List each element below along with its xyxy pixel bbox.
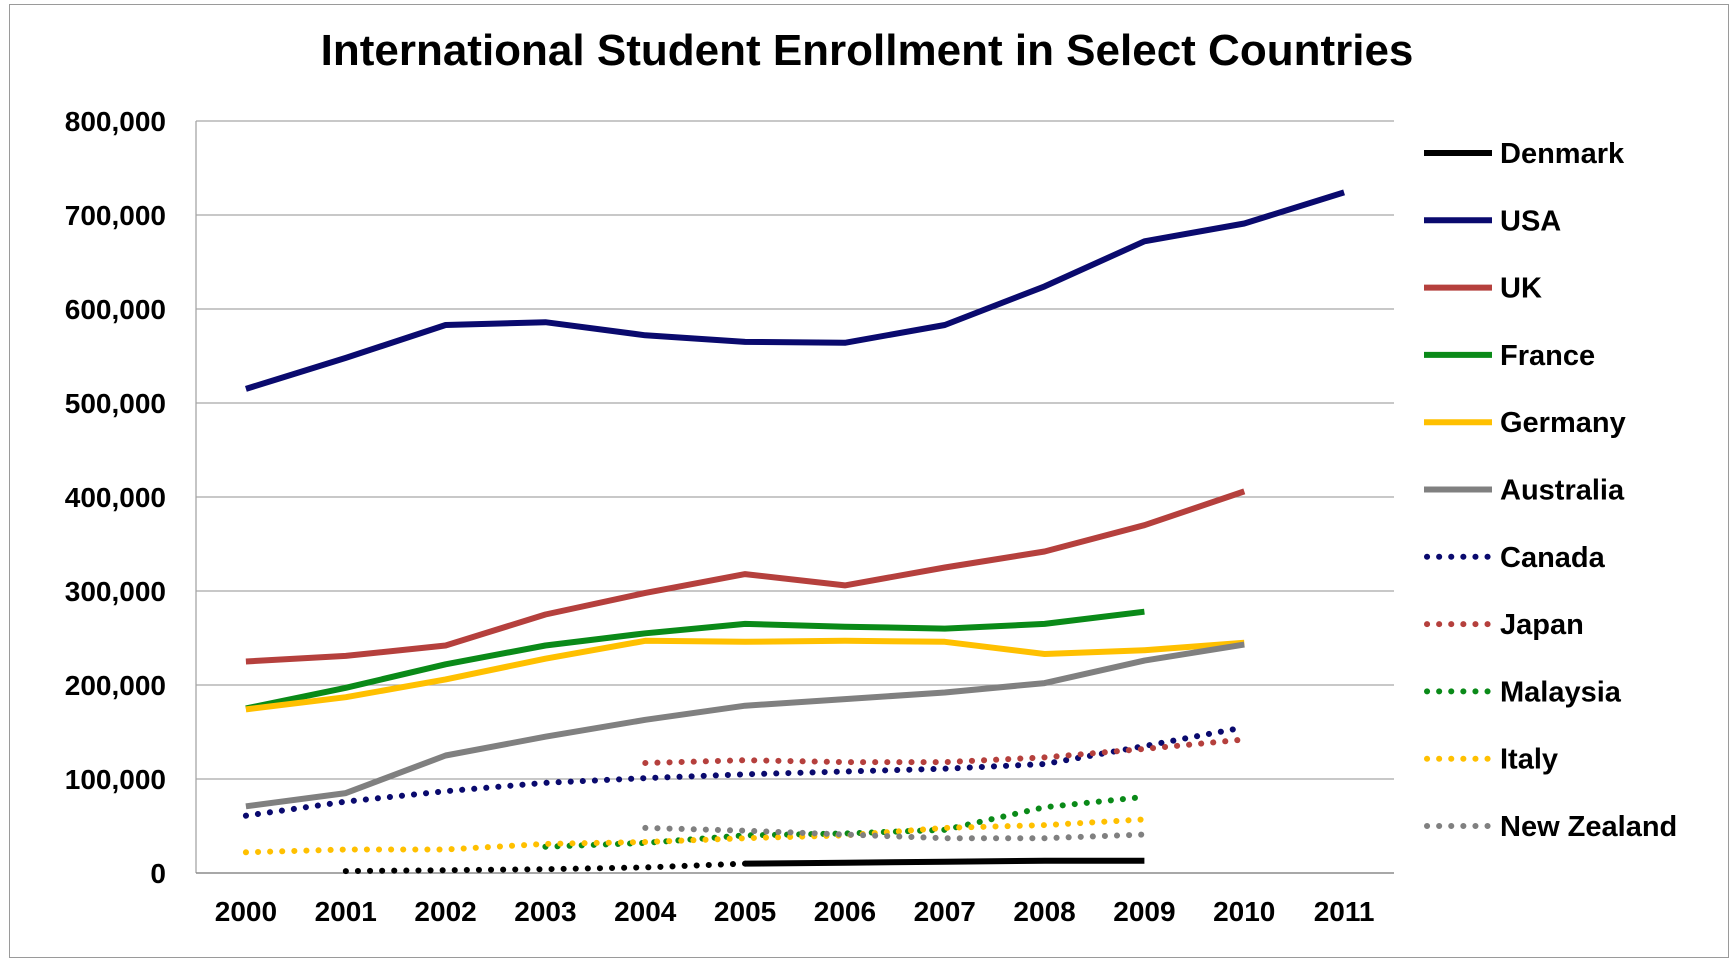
legend-item-usa: USA — [1424, 205, 1561, 237]
legend-item-italy: Italy — [1424, 744, 1558, 776]
legend-label: New Zealand — [1500, 811, 1677, 843]
legend-item-canada: Canada — [1424, 542, 1606, 574]
legend-item-malaysia: Malaysia — [1424, 676, 1622, 708]
series-line-australia — [245, 641, 1245, 810]
y-tick-label: 700,000 — [65, 200, 166, 231]
x-tick-label: 2009 — [1113, 896, 1175, 927]
x-tick-label: 2003 — [514, 896, 576, 927]
series-line-new-zealand-dotted — [642, 824, 1148, 842]
series-line-germany — [245, 637, 1245, 713]
legend-label: Malaysia — [1500, 676, 1622, 708]
legend-label: France — [1500, 340, 1595, 372]
x-axis-ticks: 2000 2001 2002 2003 2004 2005 2006 2007 2008 2009… — [215, 896, 1375, 927]
legend-label: Denmark — [1500, 138, 1625, 170]
x-tick-label: 2008 — [1013, 896, 1075, 927]
legend-label: USA — [1500, 205, 1561, 237]
legend-item-japan: Japan — [1424, 609, 1584, 641]
gridlines — [195, 120, 1394, 874]
series-line-usa — [245, 189, 1345, 392]
x-tick-label: 2001 — [315, 896, 377, 927]
chart-frame — [9, 4, 1729, 958]
legend-label: Italy — [1500, 744, 1558, 776]
y-tick-label: 300,000 — [65, 576, 166, 607]
y-tick-label: 200,000 — [65, 670, 166, 701]
legend-label: Japan — [1500, 609, 1584, 641]
legend-label: UK — [1500, 273, 1542, 305]
legend-item-uk: UK — [1424, 273, 1542, 305]
y-tick-label: 100,000 — [65, 764, 166, 795]
x-tick-label: 2002 — [414, 896, 476, 927]
y-tick-label: 500,000 — [65, 388, 166, 419]
chart-title: International Student Enrollment in Sele… — [320, 26, 1414, 75]
y-tick-label: 800,000 — [65, 106, 166, 137]
x-tick-label: 2005 — [714, 896, 776, 927]
y-axis-ticks: 0 100,000 200,000 300,000 400,000 500,000 600,… — [65, 106, 166, 889]
legend-item-australia: Australia — [1424, 475, 1625, 507]
legend-item-germany: Germany — [1424, 407, 1626, 439]
legend-label: Germany — [1500, 407, 1626, 439]
series-line-france — [245, 608, 1145, 712]
x-tick-label: 2004 — [614, 896, 677, 927]
y-tick-label: 600,000 — [65, 294, 166, 325]
x-tick-label: 2007 — [914, 896, 976, 927]
series-line-denmark — [745, 857, 1145, 867]
legend-label: Australia — [1500, 475, 1625, 507]
x-tick-label: 2006 — [814, 896, 876, 927]
y-tick-label: 400,000 — [65, 482, 166, 513]
series-line-malaysia-dotted — [542, 793, 1148, 850]
series-line-italy-dotted — [242, 816, 1148, 856]
series-line-canada-dotted — [242, 724, 1248, 819]
series-line-denmark-dotted — [342, 860, 749, 875]
y-tick-label: 0 — [150, 858, 166, 889]
series-lines — [242, 189, 1345, 875]
series-line-japan-dotted — [642, 736, 1248, 766]
legend: Denmark USA UK France Germany Australia Canada… — [1424, 138, 1677, 843]
x-tick-label: 2000 — [215, 896, 277, 927]
legend-item-new-zealand: New Zealand — [1424, 811, 1677, 843]
legend-label: Canada — [1500, 542, 1606, 574]
x-tick-label: 2011 — [1314, 896, 1375, 927]
x-tick-label: 2010 — [1213, 896, 1275, 927]
series-line-uk — [245, 488, 1246, 665]
legend-item-france: France — [1424, 340, 1595, 372]
legend-item-denmark: Denmark — [1424, 138, 1625, 170]
